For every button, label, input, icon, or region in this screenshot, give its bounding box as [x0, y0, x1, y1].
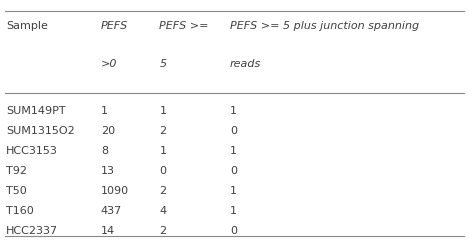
Text: 20: 20	[101, 126, 115, 136]
Text: 1: 1	[159, 106, 166, 116]
Text: 5: 5	[159, 59, 166, 69]
Text: SUM1315O2: SUM1315O2	[6, 126, 75, 136]
Text: T50: T50	[6, 186, 27, 196]
Text: 1: 1	[230, 206, 237, 216]
Text: 0: 0	[159, 166, 166, 176]
Text: HCC3153: HCC3153	[6, 146, 58, 156]
Text: 1: 1	[101, 106, 108, 116]
Text: 0: 0	[230, 166, 237, 176]
Text: 0: 0	[230, 226, 237, 235]
Text: PEFS >=: PEFS >=	[159, 21, 209, 30]
Text: 4: 4	[159, 206, 166, 216]
Text: 2: 2	[159, 186, 166, 196]
Text: 2: 2	[159, 226, 166, 235]
Text: 2: 2	[159, 126, 166, 136]
Text: PEFS: PEFS	[101, 21, 128, 30]
Text: Sample: Sample	[6, 21, 48, 30]
Text: 1: 1	[230, 186, 237, 196]
Text: SUM149PT: SUM149PT	[6, 106, 66, 116]
Text: T160: T160	[6, 206, 34, 216]
Text: HCC2337: HCC2337	[6, 226, 58, 235]
Text: 1: 1	[230, 146, 237, 156]
Text: 1: 1	[159, 146, 166, 156]
Text: >0: >0	[101, 59, 117, 69]
Text: 1: 1	[230, 106, 237, 116]
Text: 14: 14	[101, 226, 115, 235]
Text: 8: 8	[101, 146, 108, 156]
Text: 13: 13	[101, 166, 115, 176]
Text: 1090: 1090	[101, 186, 129, 196]
Text: 0: 0	[230, 126, 237, 136]
Text: PEFS >= 5 plus junction spanning: PEFS >= 5 plus junction spanning	[230, 21, 419, 30]
Text: reads: reads	[230, 59, 261, 69]
Text: T92: T92	[6, 166, 27, 176]
Text: 437: 437	[101, 206, 122, 216]
